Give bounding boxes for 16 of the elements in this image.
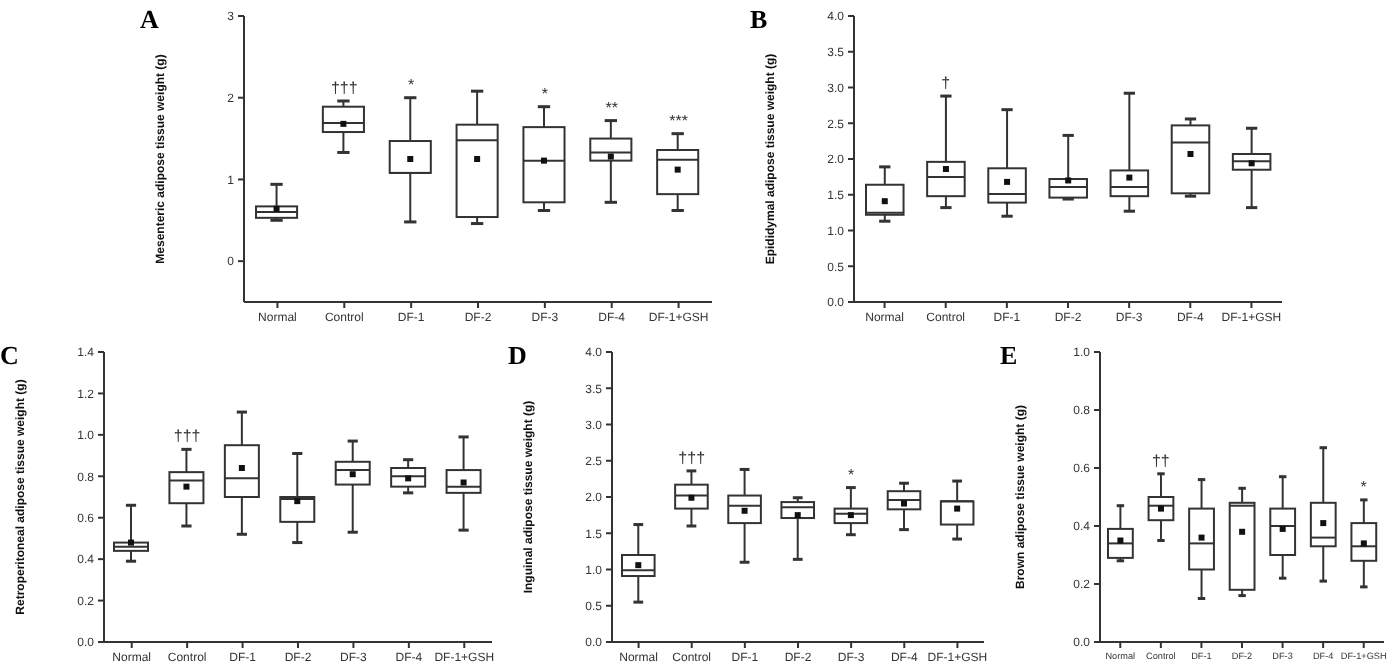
annotation: * — [1360, 477, 1367, 496]
chart-title: D — [508, 340, 527, 372]
annotation: * — [541, 84, 548, 103]
annotation: * — [848, 465, 855, 484]
annotation: *** — [669, 111, 688, 130]
chart-title: C — [0, 340, 19, 372]
chart-title: B — [750, 4, 768, 36]
annotation: * — [408, 75, 415, 94]
annotation: ††† — [173, 427, 201, 446]
chart-title: E — [1000, 340, 1018, 372]
annotation: ††† — [330, 78, 358, 97]
annotation: † — [941, 74, 951, 93]
annotation: ** — [605, 98, 618, 117]
annotation: †† — [1151, 451, 1170, 470]
annotation: ††† — [678, 448, 706, 467]
chart-title: A — [140, 4, 159, 36]
